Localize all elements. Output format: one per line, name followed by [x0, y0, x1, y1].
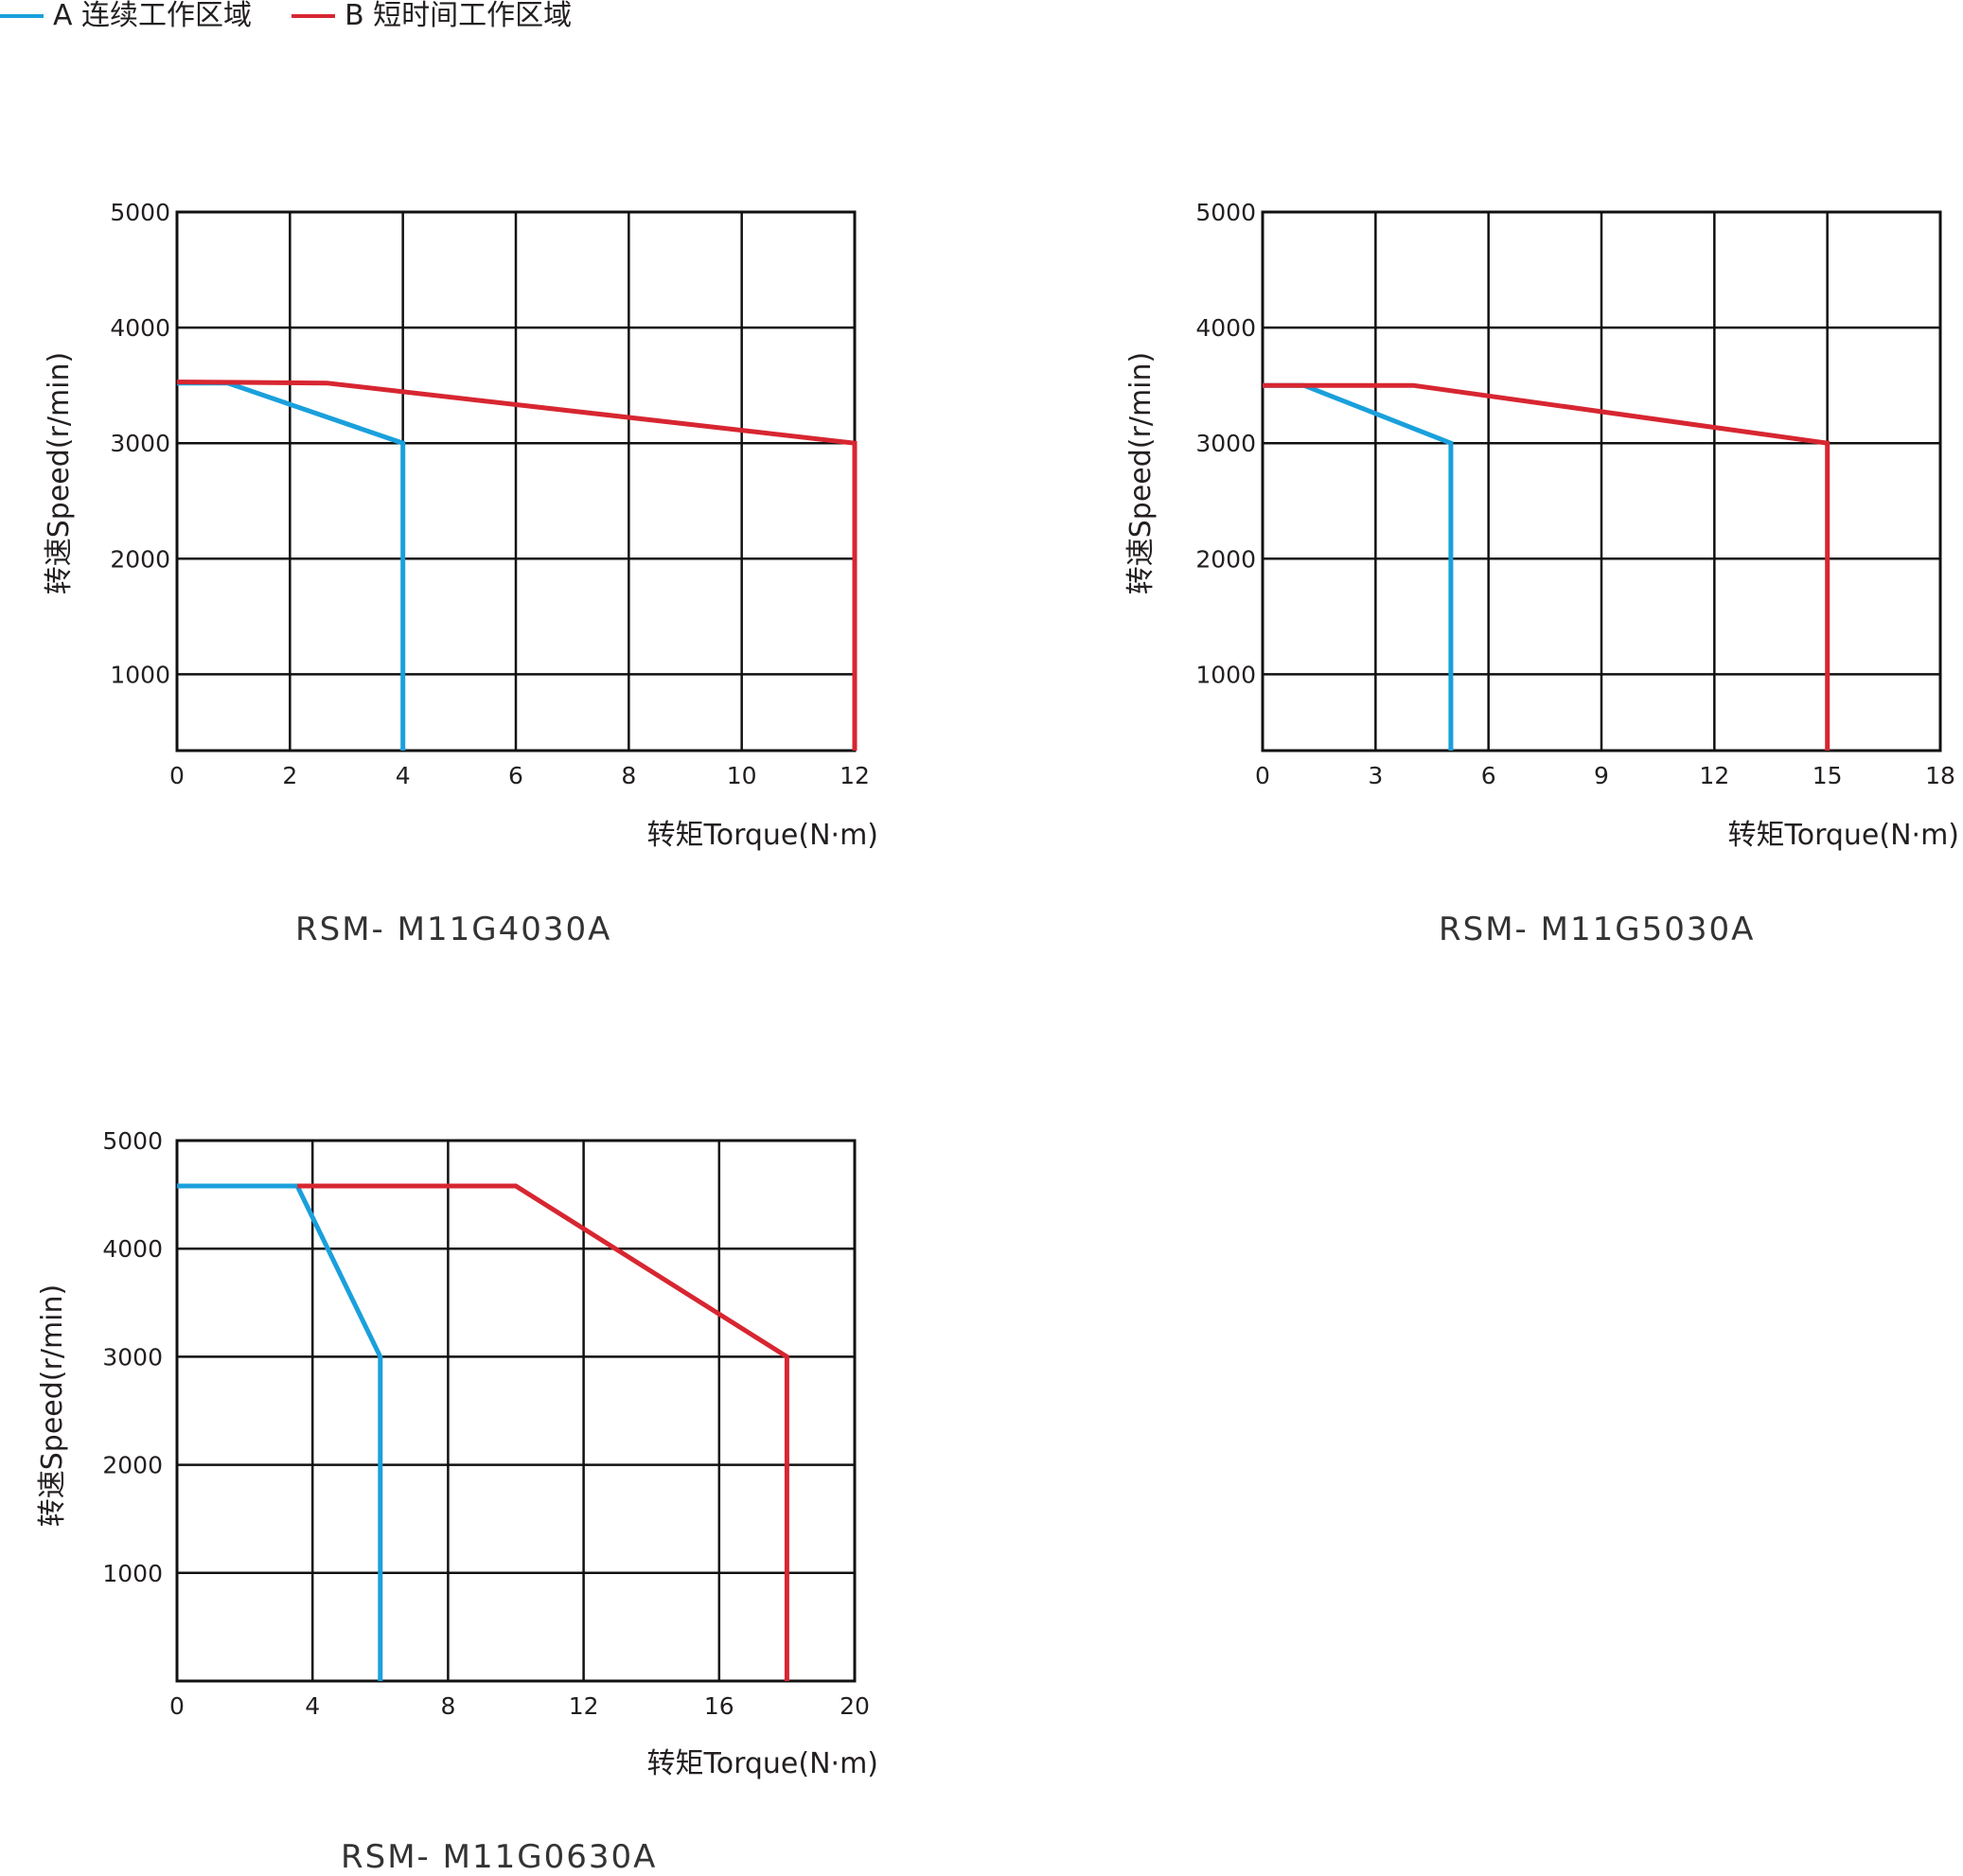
chart-3-xtick-label: 4 [305, 1692, 320, 1720]
chart-title-1: RSM- M11G4030A [295, 911, 612, 948]
chart-1-xtick-label: 10 [727, 762, 757, 789]
chart-2-frame [1261, 210, 1942, 752]
chart-3-xtick-label: 8 [440, 1692, 455, 1720]
legend-label-a: A 连续工作区域 [53, 0, 253, 32]
chart-2-ytick-label: 2000 [1195, 545, 1256, 573]
legend: A 连续工作区域 B 短时间工作区域 [0, 0, 611, 32]
chart-3-y-axis-title: 转速Speed(r/min) [36, 1284, 69, 1527]
chart-2-xtick-label: 18 [1925, 762, 1955, 789]
chart-2-y-axis-title: 转速Speed(r/min) [1124, 352, 1158, 594]
chart-1-series-b-line [176, 380, 858, 751]
chart-2-series-b-line [1263, 382, 1830, 751]
chart-3-frame [175, 1139, 857, 1683]
chart-3-ytick-label: 2000 [102, 1452, 163, 1479]
chart-1-xtick-label: 4 [396, 762, 411, 789]
chart-1-ytick-label: 1000 [110, 661, 170, 688]
legend-label-b: B 短时间工作区域 [345, 0, 573, 32]
legend-swatch-b [292, 14, 336, 18]
chart-2-ytick-label: 4000 [1195, 314, 1256, 342]
chart-1-xtick-label: 6 [508, 762, 523, 789]
chart-title-2: RSM- M11G5030A [1439, 911, 1756, 948]
legend-item-b: B 短时间工作区域 [292, 2, 572, 30]
chart-1-xtick-label: 8 [621, 762, 636, 789]
chart-1-ytick-label: 5000 [110, 199, 170, 226]
chart-1-xtick-label: 12 [840, 762, 870, 789]
chart-1-x-axis-title: 转矩Torque(N·m) [646, 819, 878, 852]
legend-item-a: A 连续工作区域 [0, 2, 252, 30]
chart-1-xtick-label: 2 [282, 762, 297, 789]
chart-3-xtick-label: 20 [840, 1692, 870, 1720]
chart-1-ytick-label: 2000 [110, 545, 170, 573]
chart-1-y-axis-title: 转速Speed(r/min) [43, 352, 76, 594]
chart-1-ytick-label: 3000 [110, 430, 170, 457]
chart-1-ytick-label: 4000 [110, 314, 170, 342]
chart-2-xtick-label: 15 [1813, 762, 1843, 789]
chart-2-xtick-label: 3 [1368, 762, 1383, 789]
chart-2-ytick-label: 3000 [1195, 430, 1256, 457]
chart-3-series-b-line [297, 1183, 789, 1681]
chart-2-series-a-line [1263, 382, 1454, 751]
chart-2-x-axis-title: 转矩Torque(N·m) [1727, 819, 1959, 852]
chart-title-3: RSM- M11G0630A [341, 1838, 658, 1876]
chart-2-xtick-label: 6 [1481, 762, 1496, 789]
chart-3-ytick-label: 4000 [102, 1235, 163, 1263]
chart-2-xtick-label: 0 [1255, 762, 1270, 789]
chart-2-ytick-label: 1000 [1195, 661, 1256, 688]
chart-3-ytick-label: 3000 [102, 1343, 163, 1371]
chart-2-xtick-label: 9 [1594, 762, 1609, 789]
chart-3-ytick-label: 5000 [102, 1127, 163, 1155]
chart-3-series-a-line [177, 1183, 383, 1681]
chart-2-ytick-label: 5000 [1195, 199, 1256, 226]
chart-1-xtick-label: 0 [169, 762, 185, 789]
chart-3-ytick-label: 1000 [102, 1560, 163, 1587]
chart-3-xtick-label: 12 [569, 1692, 599, 1720]
chart-3-x-axis-title: 转矩Torque(N·m) [646, 1747, 878, 1780]
legend-swatch-a [0, 14, 44, 18]
chart-3-xtick-label: 0 [169, 1692, 185, 1720]
chart-2-xtick-label: 12 [1699, 762, 1729, 789]
chart-3-xtick-label: 16 [704, 1692, 734, 1720]
